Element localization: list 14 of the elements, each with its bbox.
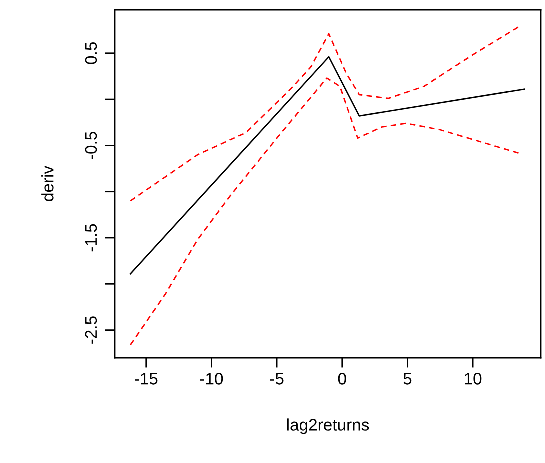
x-tick-label: -5 <box>270 373 284 385</box>
x-tick-label: -15 <box>135 373 158 385</box>
y-axis-title: deriv <box>42 166 54 202</box>
y-tick-label: 0.5 <box>85 42 98 64</box>
x-tick-label: 5 <box>404 373 412 385</box>
y-tick-label: -0.5 <box>85 132 98 160</box>
x-tick-label: -10 <box>200 373 224 385</box>
line-series <box>130 78 522 346</box>
x-tick-label: 10 <box>465 373 482 385</box>
x-tick-label: 0 <box>338 373 346 385</box>
line-series <box>130 56 526 275</box>
x-axis-title: lag2returns <box>287 418 370 434</box>
y-tick-label: -2.5 <box>85 316 98 344</box>
y-tick-label: -1.5 <box>85 224 98 252</box>
